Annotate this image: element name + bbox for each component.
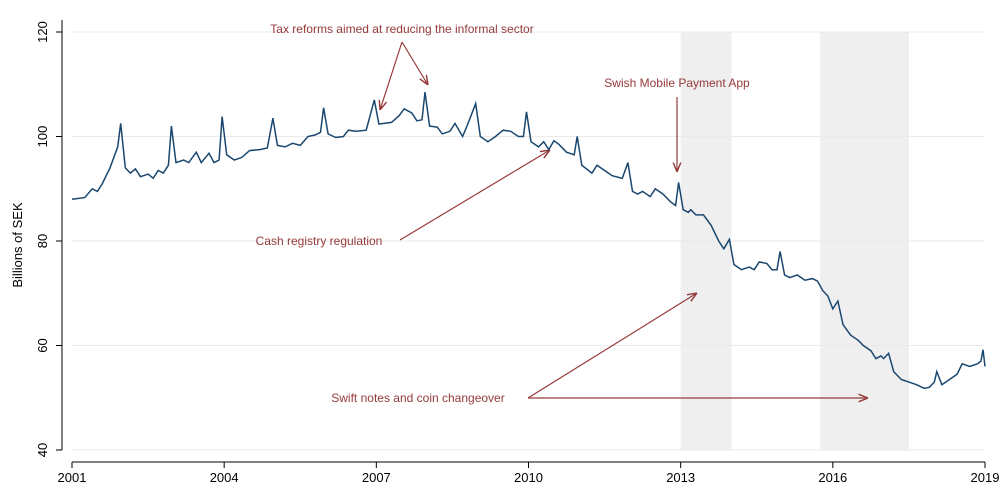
x-tick-label: 2019 [971, 470, 1000, 485]
annotation-arrow [527, 293, 697, 399]
y-tick-label: 40 [35, 443, 50, 457]
annotation-arrow [399, 150, 550, 241]
annotation: Swish Mobile Payment App [604, 76, 750, 90]
y-tick-label: 80 [35, 234, 50, 248]
y-tick-label: 100 [35, 126, 50, 148]
annotation-arrow [401, 41, 428, 85]
annotation: Tax reforms aimed at reducing the inform… [270, 22, 533, 36]
x-tick-label: 2016 [818, 470, 847, 485]
y-tick-label: 60 [35, 338, 50, 352]
x-tick-label: 2013 [666, 470, 695, 485]
x-tick-label: 2007 [362, 470, 391, 485]
annotation: Cash registry regulation [256, 234, 383, 248]
y-tick-label: 120 [35, 21, 50, 43]
annotation: Swift notes and coin changeover [331, 391, 504, 405]
x-tick-label: 2004 [210, 470, 239, 485]
x-tick-label: 2010 [514, 470, 543, 485]
data-line [71, 91, 986, 390]
y-axis-label: Billions of SEK [10, 202, 25, 288]
x-tick-label: 2001 [58, 470, 87, 485]
annotation-arrow [380, 41, 403, 110]
